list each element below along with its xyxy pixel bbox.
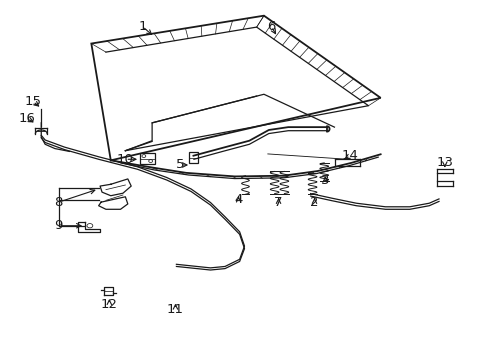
Text: 2: 2 <box>309 195 318 209</box>
Text: 6: 6 <box>266 20 275 33</box>
Text: 11: 11 <box>166 303 183 316</box>
Text: 16: 16 <box>19 112 36 125</box>
Bar <box>140 153 154 164</box>
Bar <box>188 153 198 163</box>
Text: 5: 5 <box>176 158 184 171</box>
Text: 12: 12 <box>101 298 118 311</box>
Text: 9: 9 <box>55 219 63 232</box>
Text: 13: 13 <box>435 156 452 169</box>
Text: 7: 7 <box>274 195 282 209</box>
Text: 1: 1 <box>138 20 146 33</box>
Text: 10: 10 <box>117 153 134 166</box>
Text: 3: 3 <box>320 174 329 187</box>
Text: 14: 14 <box>342 149 358 162</box>
Text: 4: 4 <box>234 193 243 206</box>
Text: 15: 15 <box>24 95 41 108</box>
Text: 8: 8 <box>55 195 63 209</box>
